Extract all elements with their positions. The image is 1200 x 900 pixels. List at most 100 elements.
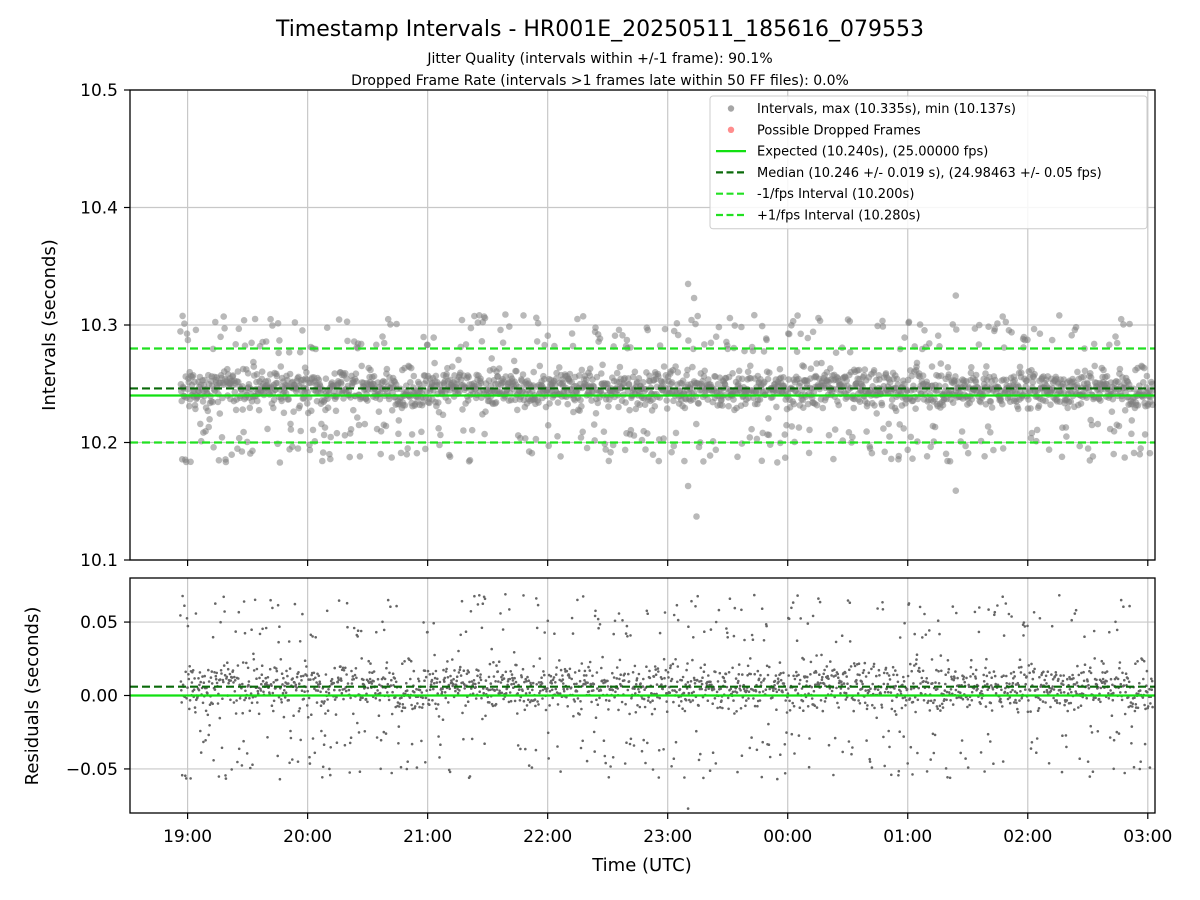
residual-point bbox=[570, 677, 573, 681]
interval-point bbox=[403, 451, 411, 458]
residual-point bbox=[1119, 691, 1122, 694]
residual-point bbox=[229, 679, 233, 682]
residual-point bbox=[424, 675, 428, 679]
residual-point bbox=[493, 689, 497, 692]
interval-point bbox=[306, 446, 314, 454]
interval-point bbox=[554, 399, 562, 406]
residual-point bbox=[275, 667, 278, 670]
residual-point bbox=[834, 674, 837, 677]
interval-point bbox=[693, 420, 700, 428]
residual-point bbox=[984, 705, 988, 708]
residual-point bbox=[213, 688, 217, 691]
interval-point bbox=[605, 457, 613, 465]
residual-point bbox=[917, 686, 920, 690]
residual-point bbox=[805, 680, 809, 683]
residual-point bbox=[336, 676, 340, 679]
residual-point bbox=[434, 702, 437, 706]
residual-point bbox=[359, 629, 363, 633]
residual-point bbox=[834, 640, 838, 644]
residual-point bbox=[187, 677, 191, 681]
residual-point bbox=[423, 669, 427, 672]
residual-point bbox=[409, 659, 413, 663]
residual-point bbox=[738, 684, 742, 688]
interval-point bbox=[885, 420, 892, 428]
residual-point bbox=[648, 676, 652, 680]
residual-point bbox=[933, 698, 936, 702]
interval-point bbox=[845, 429, 853, 436]
residual-point bbox=[300, 689, 304, 692]
residual-point bbox=[534, 748, 538, 752]
residual-point bbox=[762, 639, 766, 642]
x-tick-label: 21:00 bbox=[403, 827, 452, 847]
interval-point bbox=[1126, 320, 1133, 328]
interval-point bbox=[455, 356, 462, 364]
interval-point bbox=[240, 317, 248, 324]
residual-point bbox=[758, 699, 762, 702]
residual-point bbox=[231, 669, 235, 672]
interval-point bbox=[186, 402, 193, 410]
interval-point bbox=[987, 429, 994, 436]
residual-point bbox=[305, 674, 309, 677]
residual-point bbox=[1022, 621, 1026, 624]
residual-point bbox=[219, 669, 223, 672]
residual-point bbox=[900, 706, 904, 710]
interval-point bbox=[578, 403, 585, 410]
residual-point bbox=[827, 743, 831, 747]
residual-point bbox=[249, 692, 253, 695]
residual-point bbox=[461, 681, 465, 684]
interval-point bbox=[621, 446, 629, 454]
interval-point bbox=[1116, 365, 1124, 373]
residual-point bbox=[287, 698, 291, 702]
interval-point bbox=[270, 396, 278, 404]
interval-point bbox=[375, 408, 383, 416]
residual-point bbox=[218, 716, 222, 720]
residual-point bbox=[1092, 698, 1095, 702]
interval-point bbox=[502, 311, 509, 318]
residual-point bbox=[278, 625, 281, 628]
residual-point bbox=[600, 679, 604, 682]
residual-point bbox=[539, 689, 542, 693]
residual-point bbox=[779, 672, 783, 675]
residual-point bbox=[445, 667, 448, 671]
residual-point bbox=[1049, 689, 1053, 693]
residual-point bbox=[211, 635, 215, 639]
residual-point bbox=[452, 677, 455, 681]
residual-point bbox=[477, 669, 480, 672]
residual-point bbox=[201, 675, 204, 678]
interval-point bbox=[1002, 318, 1010, 326]
residual-point bbox=[244, 689, 247, 693]
interval-point bbox=[1063, 433, 1070, 440]
interval-point bbox=[730, 396, 737, 403]
residual-point bbox=[658, 696, 661, 700]
residual-point bbox=[393, 677, 397, 680]
interval-point bbox=[660, 435, 667, 442]
interval-point bbox=[418, 428, 425, 436]
residual-point bbox=[251, 763, 254, 766]
residual-point bbox=[645, 609, 649, 613]
residual-point bbox=[827, 677, 830, 680]
interval-point bbox=[616, 363, 624, 371]
residual-point bbox=[324, 673, 328, 676]
residual-point bbox=[1005, 674, 1008, 678]
interval-point bbox=[424, 341, 431, 349]
residual-point bbox=[248, 696, 251, 700]
residual-point bbox=[992, 670, 996, 673]
interval-point bbox=[244, 370, 252, 377]
residual-point bbox=[944, 673, 947, 676]
residual-point bbox=[473, 594, 476, 598]
residual-point bbox=[324, 712, 327, 715]
residual-point bbox=[925, 677, 928, 680]
interval-point bbox=[408, 431, 416, 438]
residual-point bbox=[733, 606, 737, 610]
interval-point bbox=[765, 431, 773, 439]
residual-point bbox=[919, 682, 922, 685]
residual-point bbox=[513, 676, 516, 680]
residual-point bbox=[382, 676, 385, 679]
residual-point bbox=[238, 697, 242, 700]
interval-point bbox=[184, 336, 192, 344]
residual-point bbox=[315, 681, 318, 684]
residual-point bbox=[470, 680, 474, 683]
residual-point bbox=[1036, 688, 1039, 691]
interval-point bbox=[410, 372, 418, 380]
residual-point bbox=[386, 598, 390, 602]
